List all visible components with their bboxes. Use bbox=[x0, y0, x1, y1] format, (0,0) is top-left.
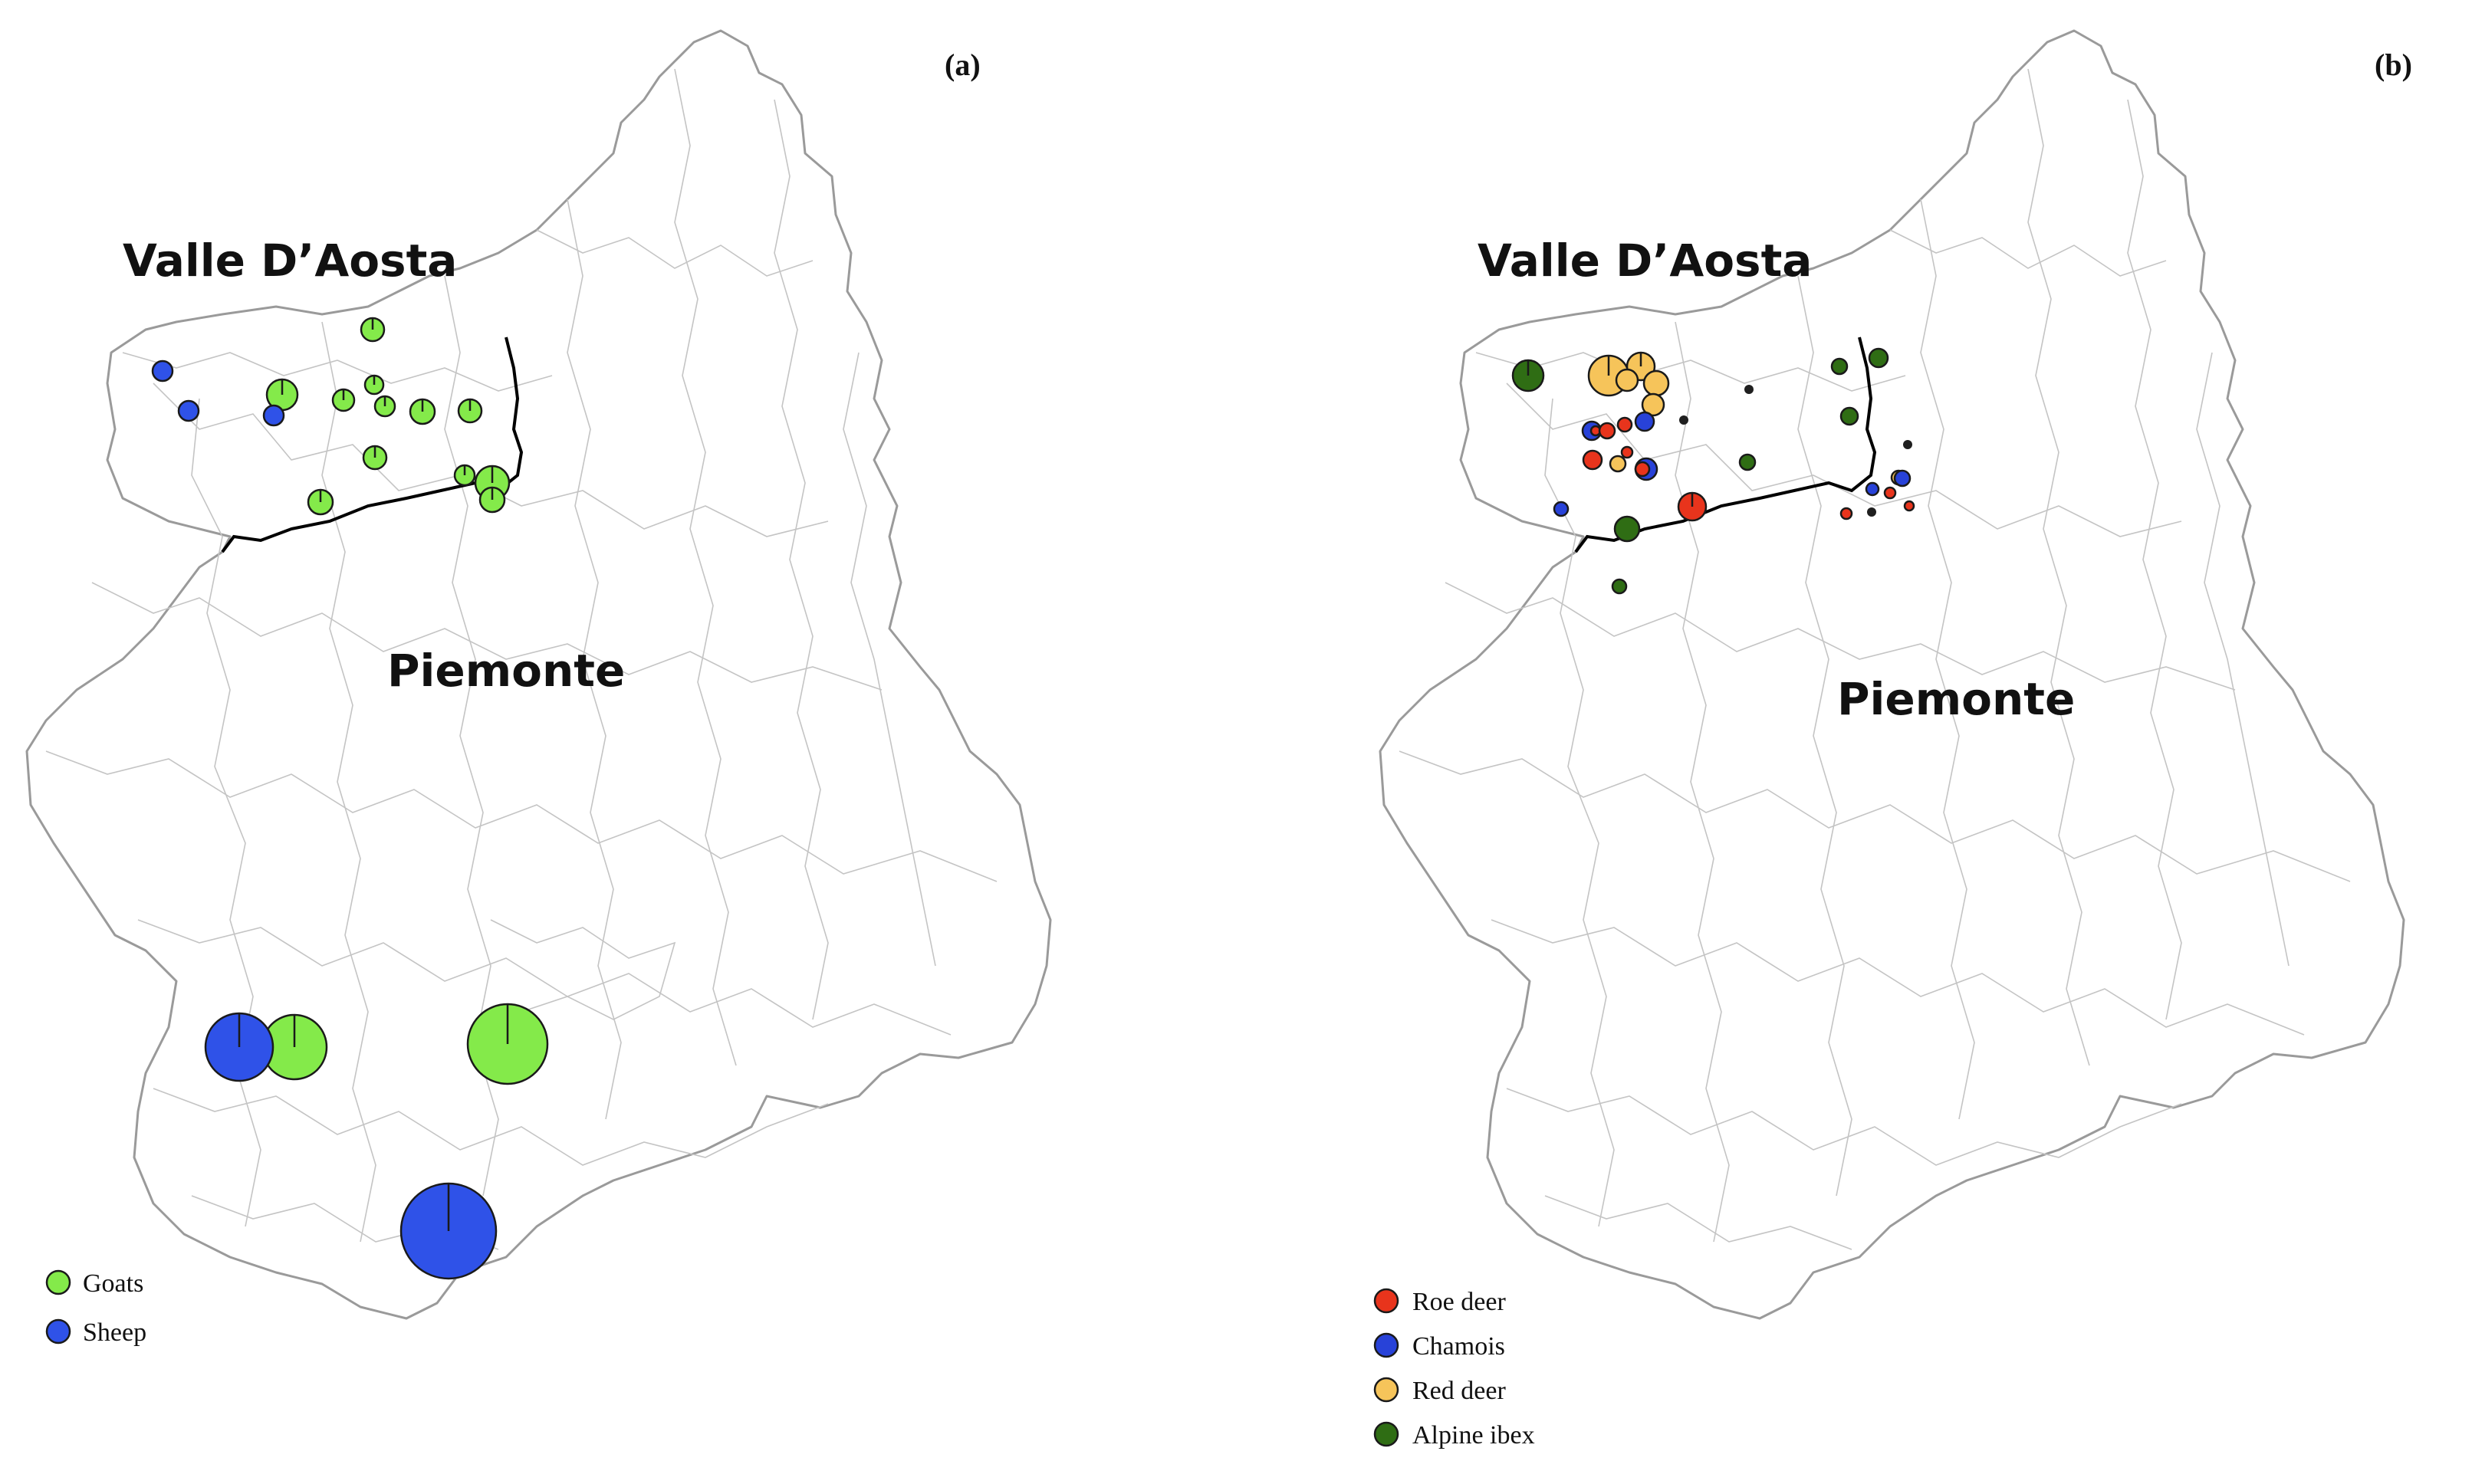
legend-swatch-goats bbox=[45, 1269, 71, 1295]
municipality-boundaries-a bbox=[45, 68, 998, 1250]
legend-a: Goats Sheep bbox=[45, 1269, 146, 1347]
region-label-piemonte-b: Piemonte bbox=[1837, 673, 2075, 725]
legend-item-goats: Goats bbox=[45, 1269, 143, 1298]
legend-item-red-deer: Red deer bbox=[1373, 1377, 1506, 1405]
legend-swatch-sheep bbox=[45, 1318, 71, 1344]
small-marker bbox=[1867, 507, 1876, 517]
legend-label-sheep: Sheep bbox=[83, 1318, 146, 1347]
piemonte-map-a bbox=[25, 29, 1052, 1320]
chamois-marker bbox=[1553, 501, 1570, 517]
panel-label-a: (a) bbox=[945, 48, 981, 82]
legend-label-goats: Goats bbox=[83, 1269, 143, 1298]
red-deer-marker bbox=[1615, 368, 1639, 392]
panel-label-b: (b) bbox=[2375, 48, 2412, 82]
region-label-valle-daosta-a: Valle D’Aosta bbox=[123, 235, 457, 287]
legend-item-sheep: Sheep bbox=[45, 1318, 146, 1347]
legend-swatch-red-deer bbox=[1373, 1377, 1399, 1403]
region-label-piemonte-a: Piemonte bbox=[387, 645, 625, 697]
roe-deer-marker bbox=[1883, 486, 1897, 500]
chamois-marker bbox=[1865, 481, 1880, 497]
wildlife-markers bbox=[1511, 347, 1915, 595]
alpine-ibex-marker bbox=[1830, 357, 1849, 376]
alpine-ibex-marker bbox=[1839, 406, 1859, 426]
sheep-marker bbox=[177, 399, 200, 422]
legend-item-roe-deer: Roe deer bbox=[1373, 1288, 1506, 1316]
roe-deer-marker bbox=[1634, 461, 1651, 478]
region-label-valle-daosta-b: Valle D’Aosta bbox=[1478, 235, 1812, 287]
sheep-marker bbox=[151, 360, 174, 382]
roe-deer-marker bbox=[1598, 422, 1616, 440]
alpine-ibex-marker bbox=[1738, 453, 1757, 471]
legend-swatch-roe-deer bbox=[1373, 1288, 1399, 1314]
panel-a: (a) Valle D’Aosta Piemonte bbox=[25, 29, 1052, 1347]
roe-deer-marker bbox=[1616, 416, 1633, 433]
small-marker bbox=[1744, 385, 1754, 394]
legend-label-chamois: Chamois bbox=[1412, 1332, 1505, 1361]
chamois-marker bbox=[1893, 469, 1912, 488]
red-deer-marker bbox=[1641, 392, 1665, 417]
legend-b: Roe deer Chamois Red deer Alpine ibex bbox=[1373, 1288, 1535, 1450]
alpine-ibex-marker bbox=[1868, 347, 1889, 369]
roe-deer-marker bbox=[1582, 449, 1603, 471]
legend-item-chamois: Chamois bbox=[1373, 1332, 1505, 1361]
legend-swatch-chamois bbox=[1373, 1332, 1399, 1358]
sheep-marker bbox=[262, 404, 285, 427]
legend-swatch-alpine-ibex bbox=[1373, 1421, 1399, 1447]
legend-label-roe-deer: Roe deer bbox=[1412, 1288, 1506, 1316]
red-deer-marker bbox=[1609, 455, 1627, 473]
legend-label-alpine-ibex: Alpine ibex bbox=[1412, 1421, 1535, 1450]
municipality-boundaries-b bbox=[1399, 68, 2351, 1250]
legend-item-alpine-ibex: Alpine ibex bbox=[1373, 1421, 1535, 1450]
alpine-ibex-marker bbox=[1613, 515, 1641, 543]
roe-deer-marker bbox=[1839, 507, 1853, 520]
sheep-markers bbox=[151, 360, 498, 1280]
chamois-marker bbox=[1634, 411, 1655, 432]
regional-border-a bbox=[221, 337, 524, 553]
small-marker bbox=[1903, 440, 1912, 449]
panel-b: (b) Valle D’Aosta Piemonte bbox=[1373, 29, 2412, 1450]
roe-deer-marker bbox=[1903, 500, 1915, 512]
small-marker bbox=[1679, 415, 1688, 425]
red-deer-marker bbox=[1642, 369, 1670, 397]
alpine-ibex-marker bbox=[1611, 578, 1628, 595]
piemonte-map-b bbox=[1379, 29, 2405, 1320]
legend-label-red-deer: Red deer bbox=[1412, 1377, 1506, 1405]
roe-deer-marker bbox=[1620, 445, 1634, 459]
